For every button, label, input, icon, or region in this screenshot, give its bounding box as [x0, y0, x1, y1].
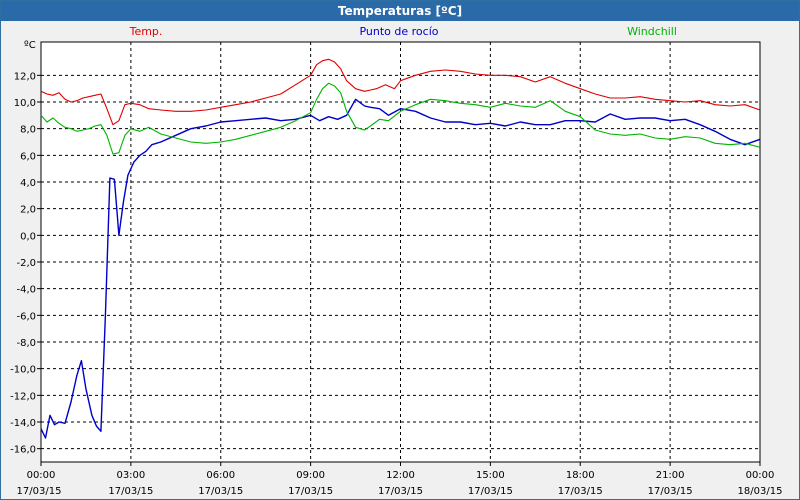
- x-tick-date-label: 17/03/15: [378, 486, 423, 497]
- x-tick-time-label: 15:00: [476, 470, 505, 481]
- y-tick-label: 8,0: [20, 125, 36, 136]
- y-tick-label: 0,0: [20, 231, 36, 242]
- y-tick-label: -10,0: [10, 365, 36, 376]
- series-line-temp: [40, 58, 761, 126]
- y-tick-label: 10,0: [14, 98, 36, 109]
- window-title: Temperaturas [ºC]: [1, 1, 799, 21]
- y-tick-label: -8,0: [16, 338, 36, 349]
- y-tick-label: -4,0: [16, 285, 36, 296]
- x-tick-date-label: 17/03/15: [288, 486, 333, 497]
- y-tick-label: -16,0: [10, 445, 36, 456]
- series-line-windchill: [40, 82, 761, 155]
- legend: Temp. Punto de rocío Windchill: [129, 25, 677, 38]
- series-line-punto-de-roc-o: [40, 98, 761, 439]
- series-layer: [40, 58, 761, 439]
- y-tick-label: 6,0: [20, 151, 36, 162]
- legend-entry: Windchill: [627, 25, 677, 38]
- y-tick-label: -6,0: [16, 311, 36, 322]
- grid-lines: [37, 42, 761, 466]
- x-tick-date-label: 17/03/15: [17, 486, 62, 497]
- axis-labels: 12,0 10,0 8,0 6,0 4,0 2,0 0,0 -2,0 -4,0 -6,0 -8,0 -…: [10, 71, 782, 497]
- x-tick-time-label: 18:00: [566, 470, 595, 481]
- x-tick-time-label: 06:00: [206, 470, 235, 481]
- y-axis-unit-label: ºC: [24, 40, 36, 51]
- y-tick-label: -2,0: [16, 258, 36, 269]
- x-tick-date-label: 17/03/15: [468, 486, 513, 497]
- y-tick-label: -14,0: [10, 418, 36, 429]
- x-tick-date-label: 17/03/15: [198, 486, 243, 497]
- x-tick-time-label: 09:00: [296, 470, 325, 481]
- x-tick-date-label: 17/03/15: [108, 486, 153, 497]
- x-tick-time-label: 12:00: [386, 470, 415, 481]
- x-tick-time-label: 03:00: [116, 470, 145, 481]
- x-tick-time-label: 00:00: [27, 470, 56, 481]
- y-tick-label: -12,0: [10, 391, 36, 402]
- x-tick-date-label: 17/03/15: [648, 486, 693, 497]
- x-tick-date-label: 17/03/15: [558, 486, 603, 497]
- legend-entry: Temp.: [129, 25, 163, 38]
- legend-entry: Punto de rocío: [359, 25, 438, 38]
- x-tick-time-label: 21:00: [656, 470, 685, 481]
- x-tick-time-label: 00:00: [746, 470, 775, 481]
- x-tick-date-label: 18/03/15: [738, 486, 783, 497]
- y-tick-label: 12,0: [14, 71, 36, 82]
- y-tick-label: 4,0: [20, 178, 36, 189]
- y-tick-label: 2,0: [20, 205, 36, 216]
